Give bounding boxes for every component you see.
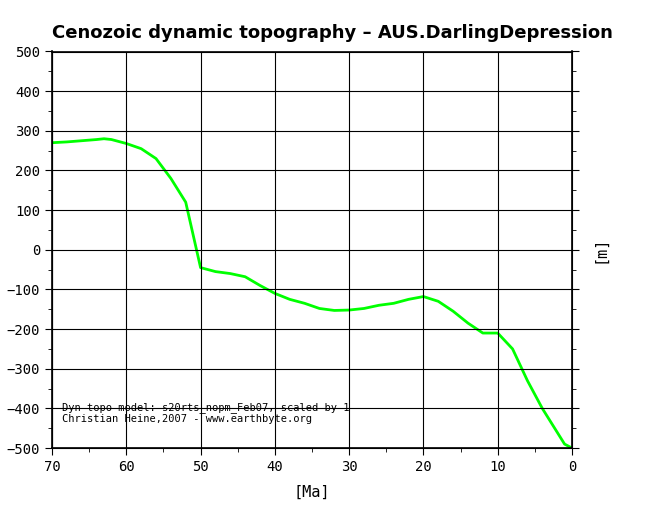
- Y-axis label: [m]: [m]: [592, 236, 607, 264]
- Text: Cenozoic dynamic topography – AUS.DarlingDepression: Cenozoic dynamic topography – AUS.Darlin…: [52, 24, 613, 42]
- X-axis label: [Ma]: [Ma]: [294, 485, 330, 500]
- Text: Dyn topo model: s20rts_nopm_Feb07, scaled by 1
Christian Heine,2007 - www.earthb: Dyn topo model: s20rts_nopm_Feb07, scale…: [62, 402, 350, 424]
